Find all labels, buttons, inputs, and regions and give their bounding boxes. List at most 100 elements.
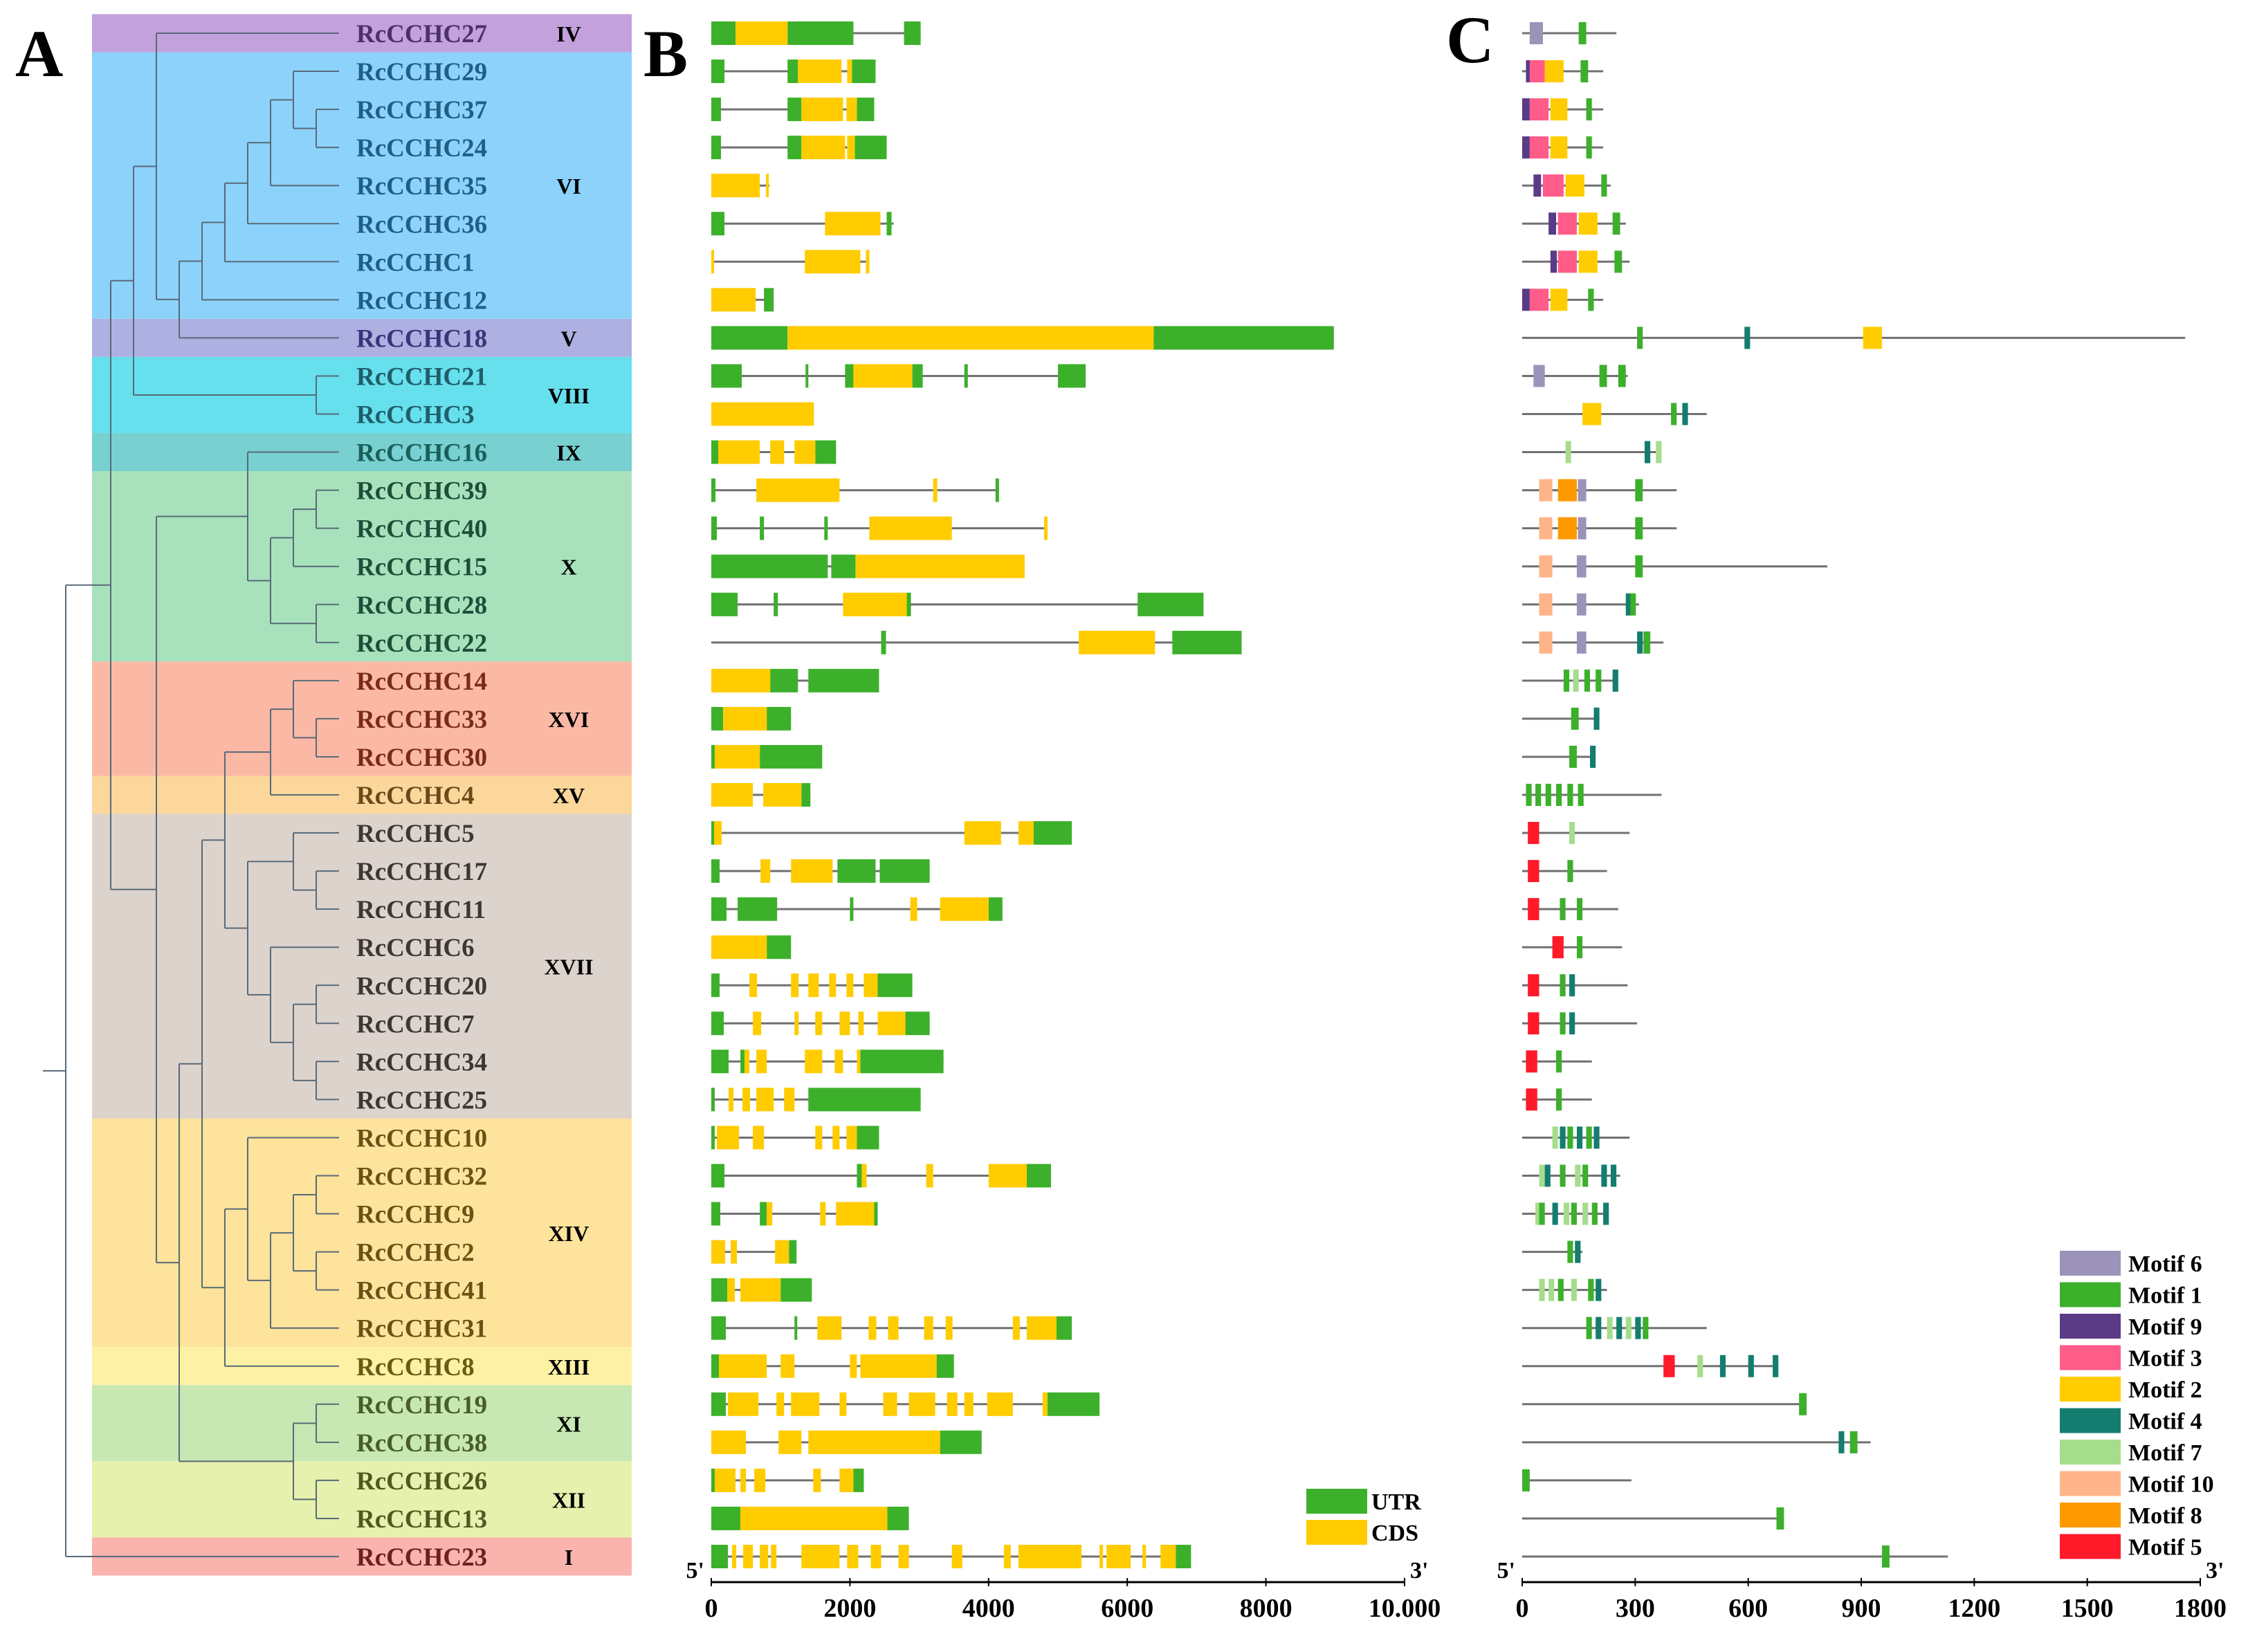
gene-tick-label: 0	[705, 1594, 718, 1623]
utr-block	[711, 1011, 724, 1036]
motif-6-block	[1576, 593, 1587, 616]
cds-block	[964, 821, 1001, 845]
cds-block	[1026, 1316, 1057, 1340]
cds-block	[723, 706, 767, 731]
motif-1-block	[1586, 98, 1592, 121]
motif-6-block	[1529, 22, 1543, 44]
motif-3-block	[1529, 60, 1545, 83]
motif-1-block	[1571, 1202, 1577, 1225]
motif-1-block	[1576, 936, 1583, 959]
gene-label: RcCCHC13	[356, 1505, 487, 1534]
cds-block	[780, 1354, 795, 1378]
motif-2-block	[1578, 250, 1598, 273]
cds-block	[846, 1126, 857, 1150]
utr-block	[787, 136, 802, 160]
motif-2-block	[1544, 60, 1564, 83]
legend-swatch-utr	[1306, 1489, 1367, 1514]
utr-block	[845, 364, 854, 388]
gene-label: RcCCHC35	[356, 172, 487, 201]
motif-1-block	[1591, 1202, 1598, 1225]
gene-label: RcCCHC34	[356, 1048, 487, 1076]
utr-block	[964, 364, 968, 388]
cds-block	[794, 1011, 799, 1036]
utr-block	[711, 1087, 715, 1112]
cds-block	[805, 250, 861, 274]
utr-block	[764, 288, 774, 312]
utr-block	[906, 592, 911, 616]
motif-1-block	[1849, 1431, 1858, 1453]
gene-label: RcCCHC37	[356, 96, 487, 125]
utr-block	[770, 668, 798, 692]
legend-label-motif-6: Motif 6	[2128, 1251, 2202, 1277]
motif-tick-label: 300	[1616, 1594, 1655, 1623]
utr-block	[711, 59, 725, 84]
gene-label: RcCCHC40	[356, 515, 487, 544]
cds-block	[847, 136, 855, 160]
motif-4-block	[1596, 1278, 1602, 1301]
motif-1-block	[1588, 1278, 1594, 1301]
gene-label: RcCCHC3	[356, 401, 475, 430]
cds-block	[717, 1126, 740, 1150]
motif-9-block	[1522, 288, 1530, 311]
utr-block	[905, 1011, 930, 1036]
motif-1-block	[1588, 288, 1594, 311]
cds-block	[951, 1545, 962, 1568]
cds-block	[754, 1468, 766, 1492]
group-label-xi: XI	[556, 1411, 581, 1436]
utr-block	[711, 1354, 720, 1378]
cds-block	[843, 592, 907, 616]
cds-block	[756, 1087, 774, 1112]
panel-label-b: B	[643, 17, 688, 91]
motif-6-block	[1578, 479, 1587, 502]
utr-block	[815, 440, 837, 464]
legend-swatch-motif-6	[2060, 1251, 2121, 1276]
cds-block	[945, 1316, 953, 1340]
motif-7-block	[1575, 1164, 1581, 1187]
gene-label: RcCCHC18	[356, 324, 487, 353]
utr-block	[794, 1316, 798, 1340]
group-label-viii: VIII	[548, 383, 590, 408]
cds-block	[857, 1049, 861, 1074]
cds-block	[846, 973, 854, 998]
cds-block	[861, 1164, 867, 1188]
motif-5-block	[1528, 860, 1539, 883]
gene-label: RcCCHC26	[356, 1467, 487, 1496]
utr-block	[789, 1240, 797, 1264]
motif-7-block	[1625, 1316, 1632, 1339]
utr-block	[711, 1468, 715, 1492]
legend-swatch-motif-5	[2060, 1534, 2121, 1559]
cds-block	[898, 1545, 909, 1568]
utr-block	[1033, 821, 1072, 845]
cds-block	[740, 1468, 747, 1492]
panel-label-c: C	[1446, 3, 1494, 77]
utr-block	[837, 859, 876, 883]
motif-2-block	[1550, 288, 1568, 311]
motif-3-block	[1542, 174, 1564, 197]
legend-swatch-motif-2	[2060, 1377, 2121, 1402]
cds-block	[869, 516, 952, 540]
motif-structures	[1522, 22, 2186, 1568]
group-label-i: I	[565, 1545, 573, 1570]
motif-4-block	[1637, 631, 1643, 654]
motif-5-block	[1663, 1355, 1675, 1377]
motif-1-block	[1671, 403, 1677, 425]
legend-label-motif-2: Motif 2	[2128, 1377, 2202, 1403]
cds-block	[1106, 1545, 1131, 1568]
cds-block	[728, 1392, 759, 1416]
motif-4-block	[1544, 1164, 1551, 1187]
cds-block	[740, 1506, 888, 1530]
cds-block	[1043, 516, 1048, 540]
motif-5-block	[1528, 898, 1539, 921]
legend-label-cds: CDS	[1371, 1521, 1418, 1546]
cds-block	[794, 440, 816, 464]
motif-1-block	[1526, 784, 1532, 806]
cds-block	[839, 1392, 847, 1416]
motif-4-block	[1612, 669, 1618, 692]
utr-block	[711, 212, 725, 236]
utr-block	[780, 1278, 812, 1302]
gene-label: RcCCHC6	[356, 934, 475, 962]
motif-1-block	[1571, 707, 1579, 730]
utr-block	[711, 744, 715, 769]
motif-4-block	[1773, 1355, 1779, 1377]
motif-4-block	[1552, 1202, 1558, 1225]
